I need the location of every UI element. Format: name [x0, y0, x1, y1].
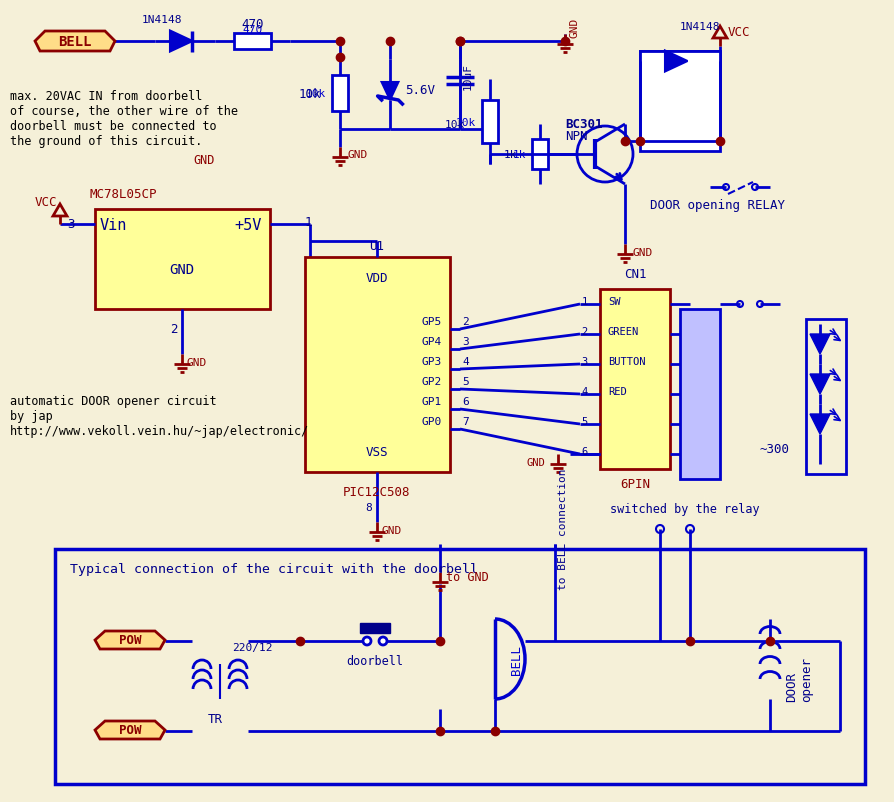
- Text: 470: 470: [241, 18, 264, 30]
- Text: 1k: 1k: [503, 150, 517, 160]
- Text: switched by the relay: switched by the relay: [610, 503, 759, 516]
- Text: 7: 7: [461, 416, 468, 427]
- Text: 4: 4: [581, 387, 587, 396]
- Text: GND: GND: [382, 525, 401, 535]
- Text: 220/12: 220/12: [232, 642, 272, 652]
- Polygon shape: [95, 631, 164, 649]
- Text: SW: SW: [607, 297, 620, 306]
- Text: 2: 2: [581, 326, 587, 337]
- Text: GND: GND: [632, 248, 653, 257]
- Text: 3: 3: [581, 357, 587, 367]
- Text: GND: GND: [193, 153, 215, 166]
- Bar: [332, 76, 348, 111]
- Text: VCC: VCC: [727, 26, 750, 38]
- Text: 10k: 10k: [299, 88, 321, 101]
- Text: 5: 5: [581, 416, 587, 427]
- Bar: [359, 623, 390, 634]
- Text: MC78L05CP: MC78L05CP: [90, 188, 157, 201]
- Polygon shape: [809, 334, 829, 354]
- Circle shape: [378, 638, 386, 645]
- Polygon shape: [381, 83, 398, 101]
- Text: automatic DOOR opener circuit
by jap
http://www.vekoll.vein.hu/~jap/electronic/: automatic DOOR opener circuit by jap htt…: [10, 395, 309, 437]
- Text: DOOR
opener: DOOR opener: [784, 657, 812, 702]
- Text: 1N4148: 1N4148: [141, 15, 182, 25]
- Bar: [55, 549, 864, 784]
- Text: GP2: GP2: [421, 376, 442, 387]
- Text: doorbell: doorbell: [346, 654, 403, 668]
- Text: 10k: 10k: [455, 117, 476, 128]
- Text: CN1: CN1: [623, 268, 645, 282]
- Text: 5: 5: [461, 376, 468, 387]
- Text: 10uF: 10uF: [462, 63, 472, 90]
- Text: Typical connection of the circuit with the doorbell: Typical connection of the circuit with t…: [70, 563, 477, 576]
- Text: GREEN: GREEN: [607, 326, 638, 337]
- Text: ~300: ~300: [759, 443, 789, 456]
- Bar: [805, 320, 845, 475]
- Text: GP0: GP0: [421, 416, 442, 427]
- Text: 2: 2: [170, 323, 177, 336]
- Text: to BELL connection: to BELL connection: [557, 468, 568, 589]
- Text: DOOR opening RELAY: DOOR opening RELAY: [649, 198, 784, 211]
- Text: GND: GND: [169, 263, 194, 277]
- Text: max. 20VAC IN from doorbell
of course, the other wire of the
doorbell must be co: max. 20VAC IN from doorbell of course, t…: [10, 90, 238, 148]
- Bar: [305, 257, 450, 472]
- Text: 1: 1: [305, 215, 312, 229]
- Text: 2: 2: [461, 317, 468, 326]
- Text: 3: 3: [67, 218, 74, 231]
- Text: VSS: VSS: [366, 446, 388, 459]
- Text: VCC: VCC: [35, 195, 57, 209]
- Text: NPN: NPN: [564, 131, 586, 144]
- Polygon shape: [809, 375, 829, 395]
- Text: 3: 3: [461, 337, 468, 346]
- Text: BUTTON: BUTTON: [607, 357, 645, 367]
- Text: GP1: GP1: [421, 396, 442, 407]
- Text: U1: U1: [369, 239, 384, 252]
- Text: GP5: GP5: [421, 317, 442, 326]
- Text: POW: POW: [119, 634, 141, 646]
- Text: GND: GND: [569, 18, 579, 38]
- Bar: [599, 290, 670, 469]
- Text: GND: GND: [187, 358, 207, 367]
- Bar: [531, 140, 547, 170]
- Text: GND: GND: [348, 150, 367, 160]
- Polygon shape: [809, 415, 829, 435]
- Text: VDD: VDD: [366, 271, 388, 284]
- Bar: [482, 101, 497, 144]
- Text: Vin: Vin: [100, 217, 127, 233]
- Text: POW: POW: [119, 723, 141, 736]
- Polygon shape: [664, 51, 687, 72]
- Text: 1k: 1k: [512, 150, 526, 160]
- Text: RED: RED: [607, 387, 626, 396]
- Text: BC301: BC301: [564, 119, 602, 132]
- Text: GND: GND: [526, 457, 544, 468]
- Polygon shape: [95, 721, 164, 739]
- Text: PIC12C508: PIC12C508: [343, 486, 410, 499]
- Text: GP3: GP3: [421, 357, 442, 367]
- Text: 6: 6: [461, 396, 468, 407]
- Text: 10k: 10k: [306, 89, 325, 99]
- Text: 4: 4: [461, 357, 468, 367]
- Text: 6PIN: 6PIN: [620, 478, 649, 491]
- Circle shape: [363, 638, 371, 645]
- Text: 1N4148: 1N4148: [679, 22, 720, 32]
- Bar: [639, 52, 719, 142]
- Text: to GND: to GND: [445, 571, 488, 584]
- Polygon shape: [35, 32, 114, 52]
- Text: 10k: 10k: [444, 119, 465, 130]
- Bar: [95, 210, 270, 310]
- Text: TR: TR: [207, 713, 223, 726]
- Text: BELL: BELL: [58, 35, 92, 49]
- Text: BELL: BELL: [510, 644, 522, 674]
- Text: 470: 470: [242, 25, 262, 35]
- Polygon shape: [170, 31, 192, 52]
- Text: +5V: +5V: [234, 217, 262, 233]
- Text: 5.6V: 5.6V: [405, 83, 434, 96]
- Text: 1: 1: [581, 297, 587, 306]
- Text: GP4: GP4: [421, 337, 442, 346]
- Bar: [639, 52, 719, 152]
- Text: 6: 6: [581, 447, 587, 456]
- Text: 8: 8: [365, 502, 371, 512]
- Bar: [679, 310, 719, 480]
- Bar: [233, 34, 271, 50]
